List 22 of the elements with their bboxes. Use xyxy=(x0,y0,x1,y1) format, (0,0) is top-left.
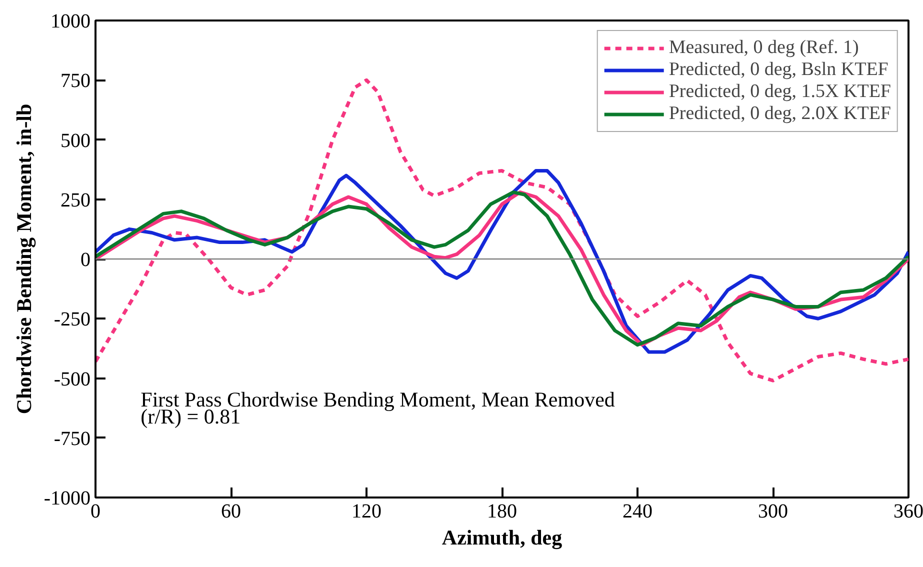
y-tick-label: -750 xyxy=(54,428,91,450)
x-tick-label: 120 xyxy=(352,500,382,522)
y-tick-label: -1000 xyxy=(44,488,91,510)
y-tick-label: 0 xyxy=(80,249,90,271)
legend-label: Predicted, 0 deg, 1.5X KTEF xyxy=(668,81,891,103)
x-axis-title: Azimuth, deg xyxy=(442,526,563,550)
y-tick-label: 250 xyxy=(60,189,90,212)
y-axis-title: Chordwise Bending Moment, in-lb xyxy=(12,104,36,414)
legend-label: Predicted, 0 deg, Bsln KTEF xyxy=(668,59,888,81)
x-tick-label: 240 xyxy=(622,500,652,522)
legend-label: Measured, 0 deg (Ref. 1) xyxy=(668,37,859,59)
y-tick-label: 1000 xyxy=(50,10,90,32)
x-tick-label: 300 xyxy=(758,500,788,522)
x-tick-label: 360 xyxy=(894,500,923,522)
y-tick-label: 500 xyxy=(60,130,90,152)
y-tick-label: -500 xyxy=(54,368,91,390)
x-tick-label: 180 xyxy=(487,500,517,522)
x-tick-label: 60 xyxy=(221,500,241,522)
y-tick-label: -250 xyxy=(54,308,91,331)
y-tick-label: 750 xyxy=(60,70,90,92)
line-series xyxy=(96,78,908,382)
legend-label: Predicted, 0 deg, 2.0X KTEF xyxy=(668,103,891,125)
